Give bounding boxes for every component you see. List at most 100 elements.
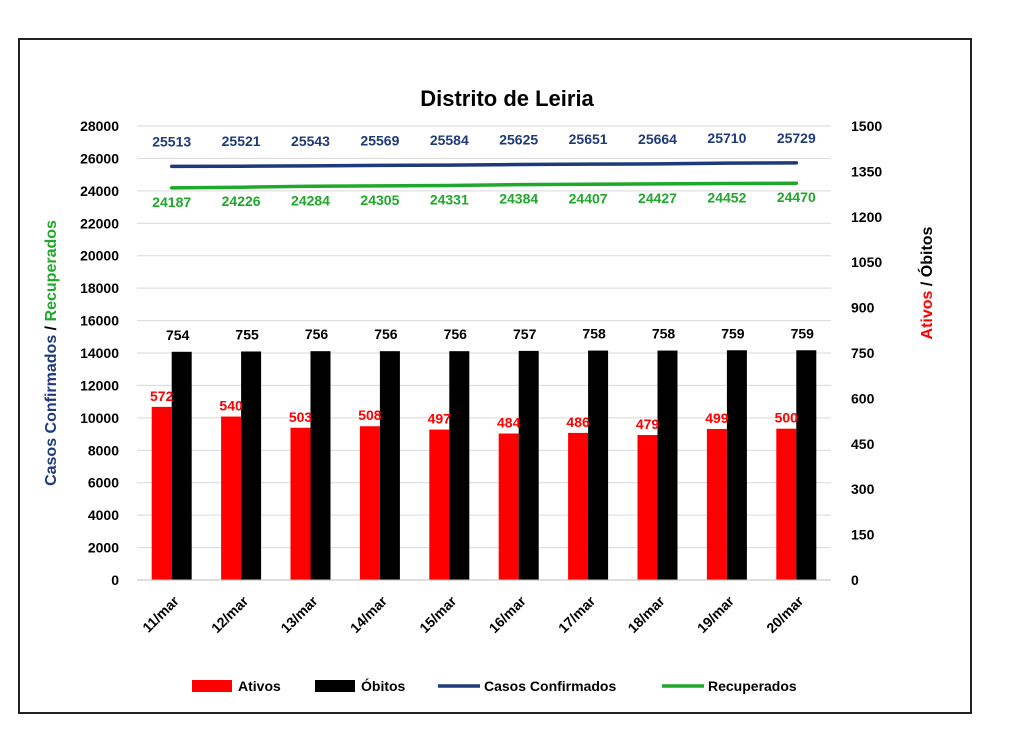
x-tick-label: 11/mar — [139, 592, 182, 635]
data-label-casos: 25513 — [152, 133, 191, 149]
y-left-tick-label: 12000 — [80, 377, 119, 393]
y-left-tick-label: 14000 — [80, 345, 119, 361]
data-label-casos: 25625 — [499, 132, 538, 148]
bar-ativos — [568, 432, 589, 580]
y-right-tick-label: 1200 — [851, 209, 882, 225]
chart-svg: Distrito de Leiria 572 754 25513 24187 540 75… — [43, 86, 936, 694]
bar-obitos — [171, 351, 192, 580]
bar-obitos — [657, 350, 678, 580]
data-label-casos: 25710 — [707, 130, 746, 146]
x-tick-label: 16/mar — [486, 592, 530, 636]
chart-title: Distrito de Leiria — [420, 86, 594, 111]
data-label-casos: 25664 — [638, 131, 677, 147]
data-label-recuperados: 24305 — [360, 192, 399, 208]
x-tick-label: 15/mar — [416, 592, 460, 636]
bar-obitos — [796, 350, 817, 580]
labels-layer: 572 754 25513 24187 540 755 25521 24226 503 756 25… — [150, 130, 816, 432]
data-label-ativos: 572 — [150, 388, 174, 404]
x-tick-label: 13/mar — [277, 592, 321, 636]
data-label-ativos: 484 — [497, 415, 521, 431]
y-left-tick-label: 16000 — [80, 313, 119, 329]
y-right-axis-title-part: / — [919, 277, 936, 290]
data-label-ativos: 503 — [289, 409, 313, 425]
data-label-obitos: 756 — [444, 326, 468, 342]
y-left-tick-label: 0 — [111, 572, 119, 588]
y-left-tick-label: 10000 — [80, 410, 119, 426]
x-tick-label: 18/mar — [624, 592, 668, 636]
bar-obitos — [379, 351, 400, 580]
bar-ativos — [359, 426, 380, 580]
legend-label: Óbitos — [361, 677, 406, 694]
y-right-tick-label: 0 — [851, 572, 859, 588]
bar-ativos — [776, 428, 797, 580]
y-right-tick-label: 750 — [851, 345, 875, 361]
x-tick-label: 19/mar — [694, 592, 738, 636]
bar-ativos — [429, 429, 450, 580]
data-label-recuperados: 24331 — [430, 191, 469, 207]
data-label-recuperados: 24187 — [152, 194, 191, 210]
x-tick-label: 20/mar — [763, 592, 807, 636]
y-right-axis-title-part: Ativos — [919, 290, 936, 339]
y-right-tick-label: 300 — [851, 481, 875, 497]
bar-obitos — [518, 350, 539, 580]
bar-ativos — [221, 416, 242, 580]
line-recuperados — [169, 181, 799, 190]
y-right-tick-label: 450 — [851, 436, 875, 452]
data-label-obitos: 755 — [235, 326, 259, 342]
data-label-obitos: 754 — [166, 327, 190, 343]
data-label-recuperados: 24284 — [291, 192, 330, 208]
bar-ativos — [151, 406, 172, 580]
y-right-tick-label: 900 — [851, 300, 875, 316]
legend-layer: Ativos Óbitos Casos Confirmados Recuperados — [192, 677, 797, 694]
y-left-tick-label: 18000 — [80, 280, 119, 296]
data-label-casos: 25584 — [430, 132, 469, 148]
x-tick-label: 14/mar — [347, 592, 391, 636]
y-left-axis-title-part: Casos Confirmados — [43, 335, 60, 486]
data-label-ativos: 500 — [775, 410, 799, 426]
data-label-obitos: 756 — [374, 326, 398, 342]
y-right-axis-title-part: Óbitos — [917, 226, 936, 277]
data-label-obitos: 757 — [513, 326, 537, 342]
data-label-ativos: 497 — [428, 411, 452, 427]
data-label-casos: 25729 — [777, 130, 816, 146]
data-label-ativos: 540 — [219, 398, 243, 414]
line-casos-confirmados — [169, 161, 799, 169]
data-label-ativos: 479 — [636, 416, 660, 432]
bar-obitos — [241, 351, 262, 580]
data-label-casos: 25651 — [569, 131, 608, 147]
data-label-recuperados: 24407 — [569, 190, 608, 206]
bar-obitos — [588, 350, 609, 580]
bar-ativos — [706, 428, 727, 580]
data-label-ativos: 499 — [705, 410, 729, 426]
data-label-recuperados: 24427 — [638, 190, 677, 206]
data-label-obitos: 758 — [582, 326, 606, 342]
y-right-axis-title: Ativos / Óbitos — [917, 226, 936, 339]
data-label-obitos: 758 — [652, 326, 676, 342]
data-label-ativos: 508 — [358, 407, 382, 423]
y-left-tick-label: 4000 — [88, 507, 119, 523]
legend-label: Ativos — [238, 678, 281, 694]
data-label-casos: 25569 — [360, 132, 399, 148]
y-right-tick-label: 1500 — [851, 118, 882, 134]
data-label-casos: 25521 — [222, 133, 261, 149]
legend-swatch — [315, 680, 355, 692]
bars-layer — [151, 350, 817, 580]
x-tick-label: 12/mar — [208, 592, 252, 636]
y-left-axis-title-part: / — [43, 321, 60, 334]
y-left-tick-label: 20000 — [80, 248, 119, 264]
y-right-tick-label: 1350 — [851, 163, 882, 179]
legend-label: Casos Confirmados — [484, 678, 616, 694]
y-left-axis-title-part: Recuperados — [43, 220, 60, 321]
legend-label: Recuperados — [708, 678, 797, 694]
x-tick-label: 17/mar — [555, 592, 599, 636]
bar-obitos — [310, 351, 331, 580]
y-right-tick-label: 600 — [851, 390, 875, 406]
chart-frame: Distrito de Leiria 572 754 25513 24187 540 75… — [18, 38, 972, 714]
bar-ativos — [290, 427, 311, 580]
legend-swatch — [192, 680, 232, 692]
data-label-obitos: 759 — [791, 325, 815, 341]
y-left-tick-label: 2000 — [88, 540, 119, 556]
bar-ativos — [498, 433, 519, 580]
data-label-recuperados: 24470 — [777, 189, 816, 205]
data-label-recuperados: 24226 — [222, 193, 261, 209]
